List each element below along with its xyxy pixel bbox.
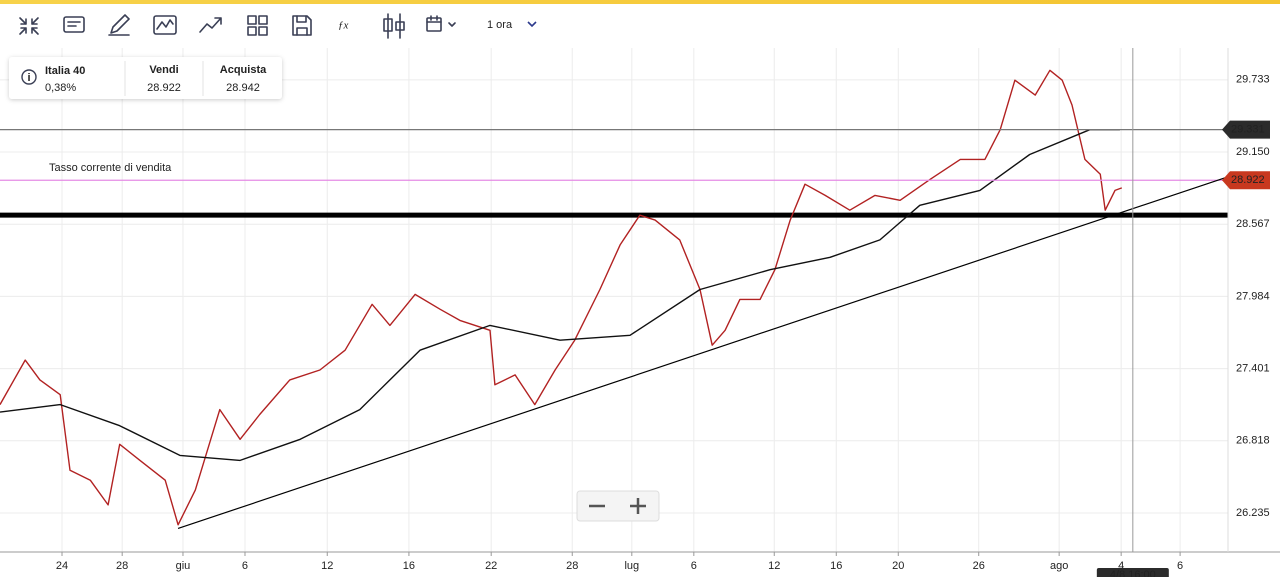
x-tick-label: 28 (566, 560, 578, 572)
notes-button[interactable] (63, 16, 85, 33)
x-tick-label: 12 (768, 560, 780, 572)
y-tick-label: 29.733 (1236, 74, 1270, 86)
y-tick-label: 26.235 (1236, 507, 1270, 519)
zoom-in-button[interactable] (630, 498, 646, 514)
price-marker-label: 28.922 (1231, 174, 1265, 186)
buy-label: Acquista (220, 64, 267, 76)
x-tick-label: 28 (116, 560, 128, 572)
buy-price: 28.942 (226, 82, 260, 94)
x-tick-label: 6 (691, 560, 697, 572)
x-tick-label: ago (1050, 560, 1068, 572)
sell-label: Vendi (149, 64, 178, 76)
x-tick-label: 16 (403, 560, 415, 572)
trend-line (177, 176, 1229, 530)
collapse-button[interactable] (19, 17, 39, 35)
crosshair-tag: 4/8 16:00 (1096, 568, 1169, 577)
plot (0, 48, 1228, 552)
info-glyph: i (27, 72, 30, 84)
price-line (0, 69, 1123, 526)
y-tick-label: 26.818 (1236, 435, 1270, 447)
plot-area (0, 48, 1228, 552)
timeframe-button[interactable]: 1 ora (487, 19, 537, 31)
crosshair-box (1096, 568, 1169, 577)
x-tick-label: 4 (1118, 560, 1124, 572)
x-tick-label: 12 (321, 560, 333, 572)
indicator-button[interactable] (153, 15, 177, 35)
layout-button[interactable] (247, 15, 268, 36)
dropdown-arrow (527, 21, 537, 28)
price-marker (1222, 120, 1270, 139)
x-tick-label: 26 (973, 560, 985, 572)
trend-button[interactable] (199, 17, 222, 33)
instrument-box[interactable]: i Italia 40 0,38% Vendi 28.922 Acquista … (9, 57, 282, 99)
fx-button[interactable]: ƒx (338, 20, 349, 32)
top-bar (0, 0, 1280, 4)
price-marker (1222, 171, 1270, 190)
timeframe: 1 ora (487, 19, 513, 31)
x-tick-label: 6 (1177, 560, 1183, 572)
info-icon (21, 69, 37, 85)
y-tick-label: 27.401 (1236, 363, 1270, 375)
fx-icon: ƒx (338, 20, 349, 32)
x-tick-label: 20 (892, 560, 904, 572)
zoom-controls (576, 490, 660, 522)
price-marker-label: 29.331 (1231, 124, 1265, 136)
sell-price: 28.922 (147, 82, 181, 94)
instrument-card (9, 57, 282, 99)
x-tick-label: 24 (56, 560, 68, 572)
price-note: Tasso corrente di vendita (49, 162, 172, 174)
y-tick-label: 28.567 (1236, 218, 1270, 230)
calendar-button[interactable] (426, 15, 456, 32)
toolbar: ƒx 1 ora (19, 13, 537, 39)
instrument-name: Italia 40 (45, 65, 85, 77)
compare-button[interactable] (383, 13, 405, 39)
y-tick-label: 29.150 (1236, 146, 1270, 158)
draw-button[interactable] (108, 14, 130, 36)
price-line (0, 129, 1120, 462)
crosshair-label: 4/8 16:00 (1110, 569, 1156, 577)
x-tick-label: 6 (242, 560, 248, 572)
x-tick-label: lug (624, 560, 639, 572)
x-tick-label: giu (176, 560, 191, 572)
y-tick-label: 27.984 (1236, 290, 1270, 302)
instrument-change: 0,38% (45, 82, 76, 94)
save-button[interactable] (292, 15, 312, 36)
x-tick-label: 22 (485, 560, 497, 572)
x-tick-label: 16 (830, 560, 842, 572)
